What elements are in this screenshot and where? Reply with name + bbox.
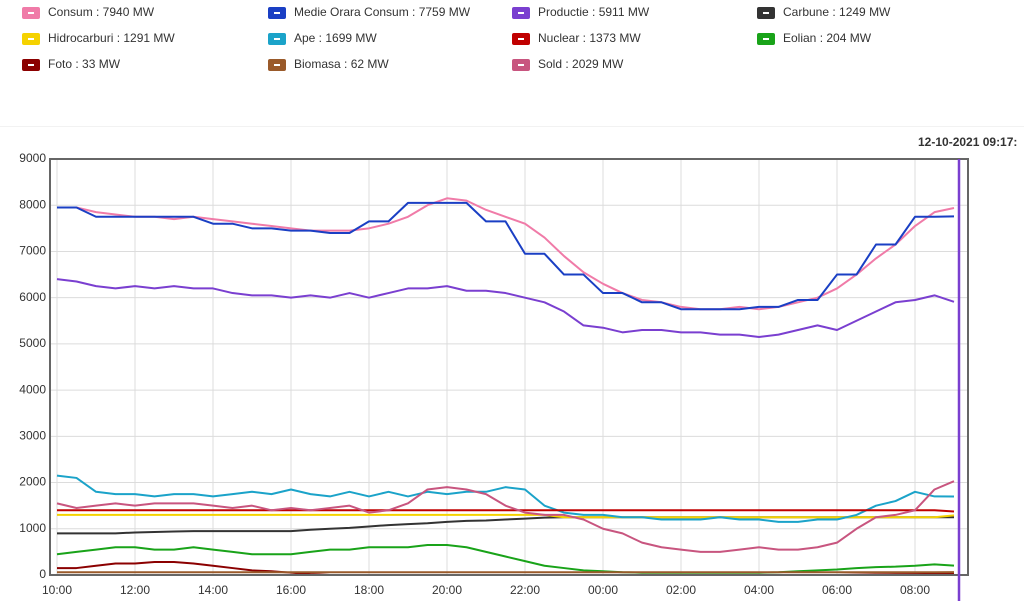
x-tick-label: 10:00	[42, 583, 72, 597]
x-tick-label: 12:00	[120, 583, 150, 597]
x-tick-label: 16:00	[276, 583, 306, 597]
cursor-date: 12-10-2021 09:17:	[918, 135, 1017, 149]
legend-label: Nuclear : 1373 MW	[538, 31, 641, 45]
x-tick-label: 02:00	[666, 583, 696, 597]
x-tick-label: 22:00	[510, 583, 540, 597]
y-tick-label: 6000	[19, 290, 46, 304]
x-tick-label: 00:00	[588, 583, 618, 597]
y-tick-label: 2000	[19, 475, 46, 489]
legend-label: Eolian : 204 MW	[783, 31, 872, 45]
y-tick-label: 9000	[19, 151, 46, 165]
legend-label: Biomasa : 62 MW	[294, 57, 389, 71]
y-tick-label: 1000	[19, 521, 46, 535]
y-tick-label: 3000	[19, 429, 46, 443]
x-tick-label: 20:00	[432, 583, 462, 597]
x-tick-label: 14:00	[198, 583, 228, 597]
x-tick-label: 04:00	[744, 583, 774, 597]
legend: Consum : 7940 MW Medie Orara Consum : 775…	[22, 5, 891, 71]
legend-label: Foto : 33 MW	[48, 57, 121, 71]
legend-label: Ape : 1699 MW	[294, 31, 377, 45]
legend-label: Carbune : 1249 MW	[783, 5, 891, 19]
y-tick-label: 7000	[19, 244, 46, 258]
legend-label: Productie : 5911 MW	[538, 5, 650, 19]
y-tick-label: 5000	[19, 336, 46, 350]
legend-label: Hidrocarburi : 1291 MW	[48, 31, 175, 45]
y-tick-label: 4000	[19, 382, 46, 396]
legend-label: Sold : 2029 MW	[538, 57, 624, 71]
x-tick-label: 06:00	[822, 583, 852, 597]
legend-label: Medie Orara Consum : 7759 MW	[294, 5, 471, 19]
y-tick-label: 8000	[19, 197, 46, 211]
chart-bg	[0, 127, 1024, 601]
x-tick-label: 08:00	[900, 583, 930, 597]
y-tick-label: 0	[39, 567, 46, 581]
x-tick-label: 18:00	[354, 583, 384, 597]
legend-label: Consum : 7940 MW	[48, 5, 155, 19]
